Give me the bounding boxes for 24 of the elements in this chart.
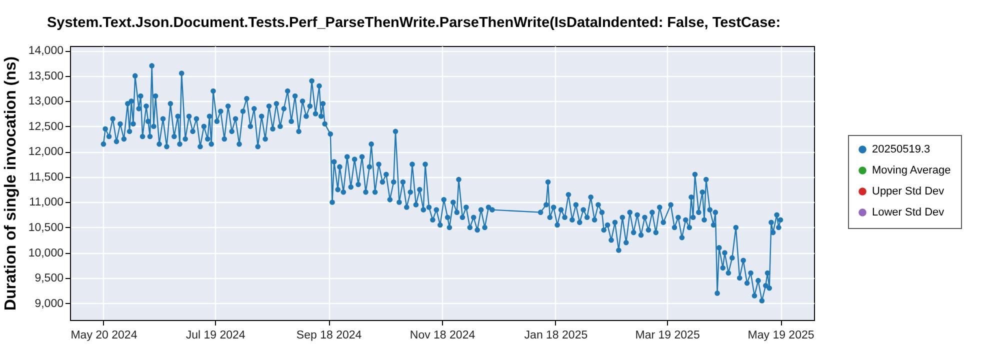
legend-label: Upper Std Dev (872, 186, 945, 198)
legend-label: 20250519.3 (872, 144, 930, 156)
legend-label: Lower Std Dev (872, 206, 945, 218)
x-tick-label: Nov 18 2024 (410, 330, 476, 342)
x-tick-label: Sep 18 2024 (296, 330, 362, 342)
y-tick-label: 9,500 (34, 272, 64, 285)
y-tick-label: 14,000 (28, 45, 64, 58)
x-tick-label: Mar 19 2025 (635, 330, 700, 342)
chart-title: System.Text.Json.Document.Tests.Perf_ParseThenWrite.ParseThenWrite(IsDataIndented: False, TestCase: (47, 15, 781, 32)
y-axis-title: Duration of single invocation (ns) (2, 56, 20, 311)
y-tick-label: 9,000 (34, 298, 64, 310)
y-tick-label: 11,500 (29, 171, 64, 184)
y-tick-label: 13,000 (28, 96, 64, 108)
legend-label: Moving Average (872, 164, 951, 176)
x-tick-label: May 19 2025 (748, 330, 814, 342)
x-tick-label: Jul 19 2024 (186, 330, 246, 342)
y-tick-label: 11,000 (29, 196, 64, 209)
x-tick-label: Jan 18 2025 (524, 330, 588, 342)
y-tick-label: 12,500 (28, 120, 64, 133)
y-tick-label: 10,000 (28, 247, 64, 260)
x-tick-label: May 20 2024 (70, 330, 138, 342)
y-tick-label: 13,500 (28, 70, 64, 82)
y-tick-label: 10,500 (28, 222, 64, 234)
y-tick-label: 12,000 (28, 146, 64, 158)
